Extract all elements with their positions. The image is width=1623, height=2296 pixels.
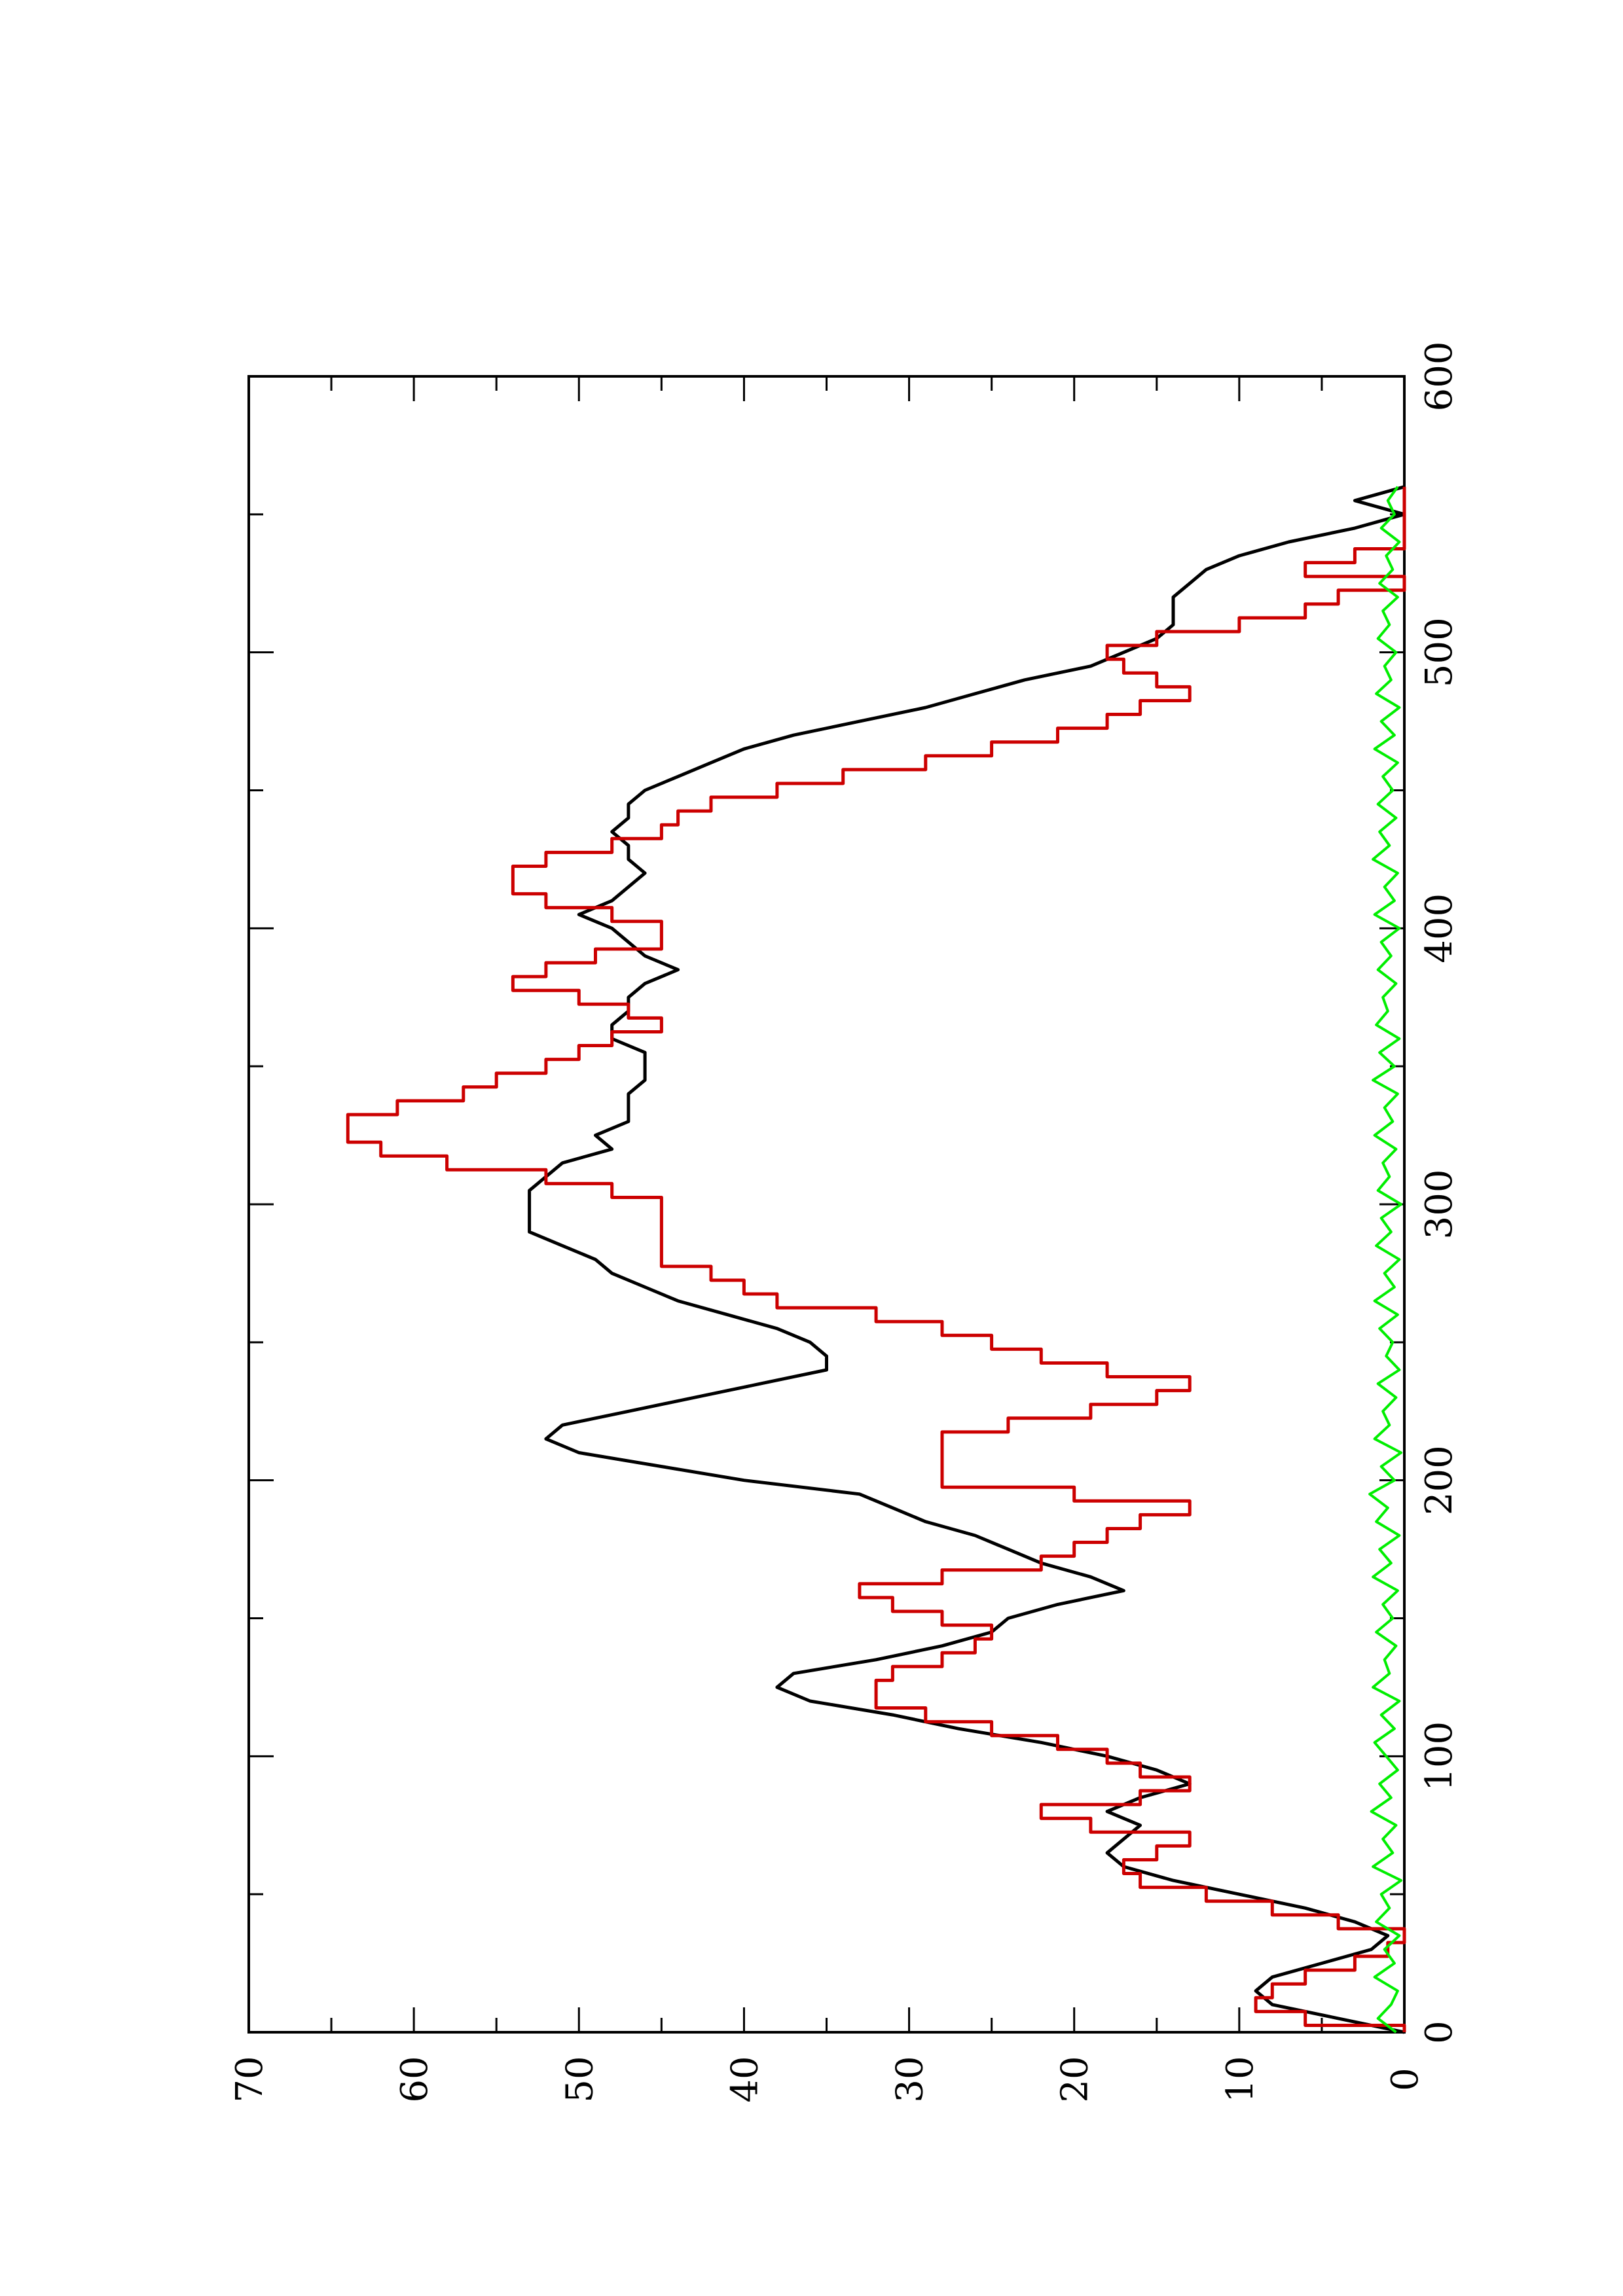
series-line-red [346,486,1406,2032]
series-line-green [1368,486,1402,2034]
x-tick-label: 400 [1418,893,1461,963]
y-tick-label: 0 [1384,2068,1427,2091]
x-tick-label: 200 [1418,1445,1461,1515]
y-tick-label: 70 [228,2056,271,2102]
y-axis-tick-labels: 0 10 20 30 40 50 60 70 [228,2056,1427,2102]
series-line-black [528,485,1406,2034]
y-tick-label: 40 [723,2056,766,2102]
x-tick-label: 600 [1418,342,1461,412]
x-tick-label: 0 [1418,2020,1461,2044]
x-axis-tick-labels: 0 100 200 300 400 500 600 [1418,342,1461,2044]
y-tick-label: 60 [393,2056,436,2102]
x-tick-label: 300 [1418,1170,1461,1240]
y-tick-label: 10 [1219,2056,1262,2102]
x-tick-label: 100 [1418,1721,1461,1791]
y-tick-label: 20 [1054,2056,1097,2102]
x-tick-label: 500 [1418,617,1461,687]
y-axis-ticks [247,376,1406,2032]
y-tick-label: 50 [558,2056,601,2102]
y-tick-label: 30 [889,2056,932,2102]
series-layer [346,485,1406,2034]
